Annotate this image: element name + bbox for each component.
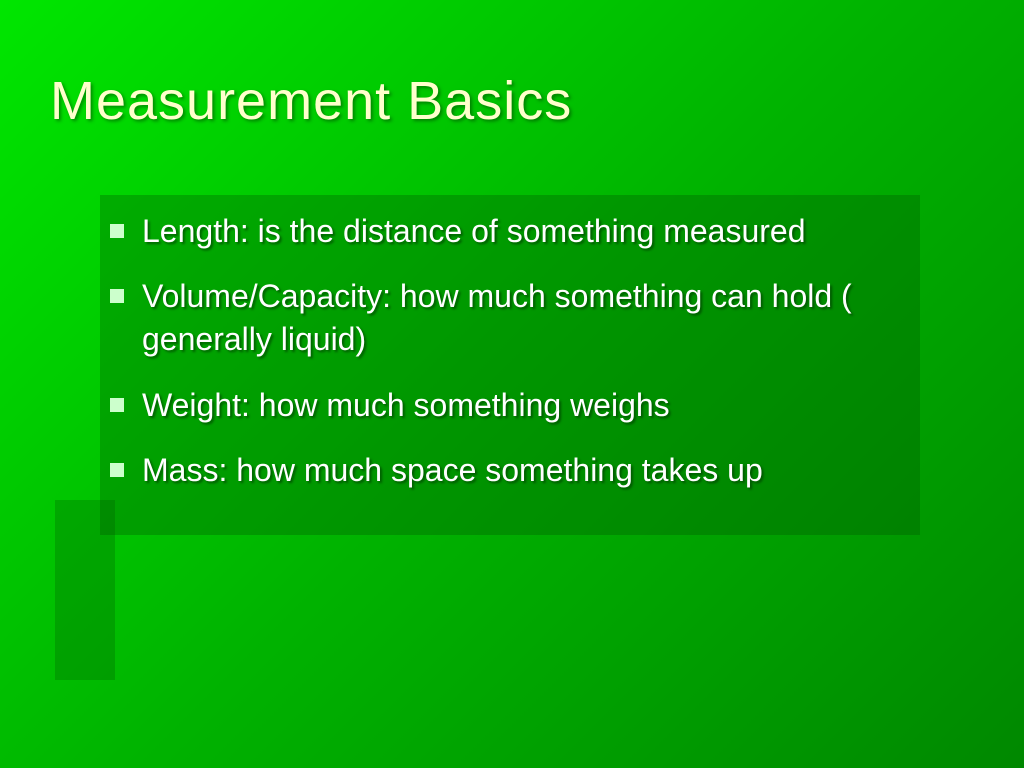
bullet-text: Volume/Capacity: how much something can …	[142, 275, 960, 361]
bullet-text: Mass: how much space something takes up	[142, 449, 763, 492]
content-shadow-box-lower	[55, 500, 115, 680]
bullet-icon	[110, 463, 124, 477]
bullet-list: Length: is the distance of something mea…	[110, 210, 960, 514]
list-item: Volume/Capacity: how much something can …	[110, 275, 960, 361]
bullet-text: Length: is the distance of something mea…	[142, 210, 806, 253]
list-item: Weight: how much something weighs	[110, 384, 960, 427]
list-item: Length: is the distance of something mea…	[110, 210, 960, 253]
list-item: Mass: how much space something takes up	[110, 449, 960, 492]
bullet-icon	[110, 398, 124, 412]
bullet-icon	[110, 224, 124, 238]
bullet-text: Weight: how much something weighs	[142, 384, 670, 427]
bullet-icon	[110, 289, 124, 303]
slide-title: Measurement Basics	[0, 0, 1024, 132]
